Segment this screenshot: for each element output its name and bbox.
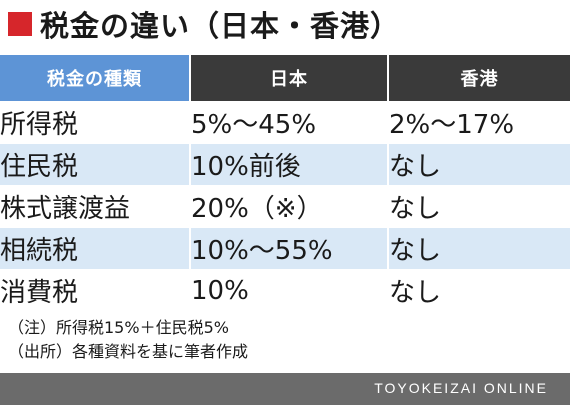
row-japan-value: 5%〜45% — [189, 101, 388, 144]
table-row: 消費税 10% なし — [0, 269, 570, 311]
header-tax-type: 税金の種類 — [0, 55, 190, 102]
footer-brand: TOYOKEIZAI ONLINE — [374, 380, 548, 396]
row-hongkong-value: なし — [387, 227, 570, 270]
row-tax-name: 株式譲渡益 — [0, 185, 190, 228]
footer-bar: TOYOKEIZAI ONLINE — [0, 373, 570, 405]
title-row: 税金の違い（日本・香港） — [0, 0, 570, 48]
table-row: 株式譲渡益 20%（※） なし — [0, 185, 570, 228]
table-row: 住民税 10%前後 なし — [0, 143, 570, 186]
footnote: （注）所得税15%＋住民税5% — [8, 318, 229, 337]
row-hongkong-value: 2%〜17% — [387, 101, 570, 144]
page-title: 税金の違い（日本・香港） — [40, 9, 401, 43]
header-japan: 日本 — [189, 55, 388, 102]
row-hongkong-value: なし — [387, 143, 570, 186]
table-header-row: 税金の種類 日本 香港 — [0, 55, 570, 102]
row-hongkong-value: なし — [387, 185, 570, 228]
row-japan-value: 10%前後 — [189, 143, 388, 186]
table-row: 相続税 10%〜55% なし — [0, 227, 570, 270]
tax-comparison-table: 税金の種類 日本 香港 所得税 5%〜45% 2%〜17% 住民税 10%前後 … — [0, 55, 570, 311]
row-tax-name: 住民税 — [0, 143, 190, 186]
table-row: 所得税 5%〜45% 2%〜17% — [0, 101, 570, 144]
title-marker-icon — [8, 12, 32, 36]
row-japan-value: 10%〜55% — [189, 227, 388, 270]
header-hongkong: 香港 — [387, 55, 570, 102]
notes: （注）所得税15%＋住民税5% （出所）各種資料を基に筆者作成 — [8, 316, 248, 364]
source-note: （出所）各種資料を基に筆者作成 — [8, 342, 249, 361]
row-japan-value: 20%（※） — [189, 185, 388, 228]
row-hongkong-value: なし — [387, 269, 570, 311]
row-japan-value: 10% — [189, 269, 388, 311]
row-tax-name: 所得税 — [0, 101, 190, 144]
row-tax-name: 相続税 — [0, 227, 190, 270]
row-tax-name: 消費税 — [0, 269, 190, 311]
